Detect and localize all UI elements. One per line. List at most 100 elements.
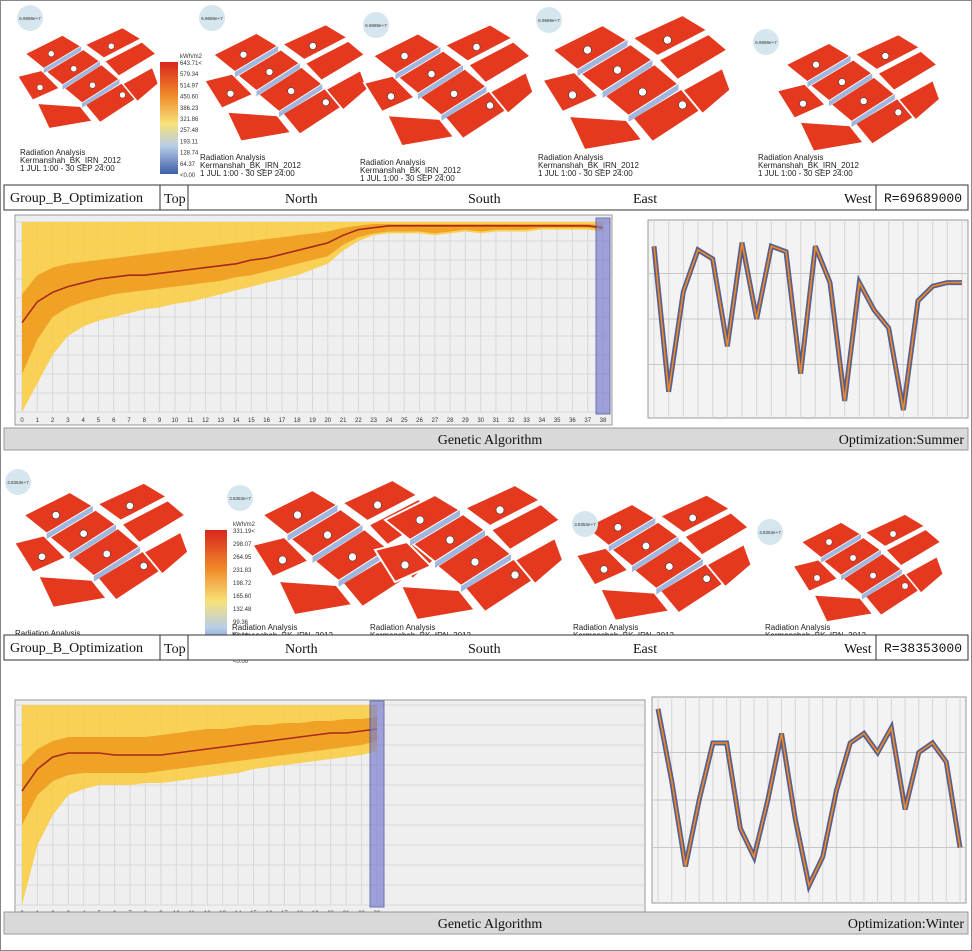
x-tick-label: 14 xyxy=(233,418,240,424)
render xyxy=(203,23,369,143)
x-tick-label: 24 xyxy=(386,418,393,424)
x-tick-label: 34 xyxy=(538,418,545,424)
render-caption: Kermanshah_BK_IRN_2012 xyxy=(758,161,860,170)
x-tick-label: 12 xyxy=(202,418,209,424)
result: R=69689000 xyxy=(884,191,962,206)
legend-label: 579.34 xyxy=(180,72,199,78)
x-tick-label: 32 xyxy=(508,418,515,424)
footer-bar xyxy=(3,427,969,451)
view-label: South xyxy=(468,642,501,657)
mean-line xyxy=(21,728,378,792)
legend-label: 193.11 xyxy=(180,139,199,145)
x-tick-label: 33 xyxy=(523,418,530,424)
render-caption: Radiation Analysis xyxy=(765,623,830,632)
result: R=38353000 xyxy=(884,641,962,656)
render xyxy=(16,26,160,130)
badge xyxy=(199,5,225,31)
x-tick-label: 27 xyxy=(431,418,438,424)
view-label: Top xyxy=(164,642,186,657)
view-label: West xyxy=(844,642,872,657)
render xyxy=(13,481,190,609)
render-caption: Kermanshah_BK_IRN_2012 xyxy=(538,161,640,170)
view-label: East xyxy=(633,642,657,657)
legend-label: 321.86 xyxy=(180,117,199,123)
render-caption: Radiation Analysis xyxy=(15,629,80,638)
x-tick-label: 22 xyxy=(355,418,362,424)
render-caption: Kermanshah_BK_IRN_2012 xyxy=(360,166,462,175)
group-name: Group_B_Optimization xyxy=(10,191,143,206)
x-tick-label: 2 xyxy=(51,418,55,424)
render xyxy=(541,13,732,152)
render xyxy=(775,33,942,153)
legend-label: 64.37 xyxy=(180,162,196,168)
render-caption: Radiation Analysis xyxy=(370,623,435,632)
current-generation xyxy=(369,700,385,908)
mode: Optimization:Summer xyxy=(839,433,965,448)
badge xyxy=(363,12,389,38)
x-tick-label: 25 xyxy=(401,418,408,424)
x-tick-label: 0 xyxy=(20,418,24,424)
legend-label: 386.23 xyxy=(180,106,199,112)
legend-unit: kWh/m2 xyxy=(233,522,256,528)
quartile-area xyxy=(22,717,377,825)
x-tick-label: 10 xyxy=(172,418,179,424)
badge xyxy=(227,485,253,511)
render-caption: Radiation Analysis xyxy=(200,153,265,162)
badge xyxy=(17,5,43,31)
mean-line xyxy=(21,225,604,324)
x-tick-label: 15 xyxy=(248,418,255,424)
best-solution xyxy=(657,708,961,888)
legend-label: 257.48 xyxy=(180,128,199,134)
badge xyxy=(753,29,779,55)
badge-text: 3.8353e+7 xyxy=(229,496,251,501)
x-tick-label: 17 xyxy=(279,418,286,424)
render xyxy=(373,483,565,622)
render-caption: 1 JUL 1:00 - 30 SEP 24:00 xyxy=(538,169,633,178)
best-solution xyxy=(653,242,962,411)
group-name: Group_B_Optimization xyxy=(10,641,143,656)
badge-text: 6.9689e+7 xyxy=(755,40,777,45)
badge-text: 6.9689e+7 xyxy=(19,16,41,21)
x-tick-label: 6 xyxy=(112,418,116,424)
view-bar xyxy=(3,184,969,211)
legend-label: 99.36 xyxy=(233,620,249,626)
x-tick-label: 18 xyxy=(294,418,301,424)
render-caption: Kermanshah_BK_IRN_2012 xyxy=(20,156,122,165)
legend-unit: kWh/m2 xyxy=(180,54,203,60)
legend-label: 643.71< xyxy=(180,61,202,67)
quartile-area xyxy=(22,223,603,374)
view-label: North xyxy=(285,642,318,657)
render-caption: 1 JUL 1:00 - 30 SEP 24:00 xyxy=(360,174,455,183)
render-caption: Radiation Analysis xyxy=(360,158,425,167)
view-bar xyxy=(3,634,969,661)
legend-label: 514.97 xyxy=(180,83,199,89)
x-tick-label: 37 xyxy=(584,418,591,424)
x-tick-label: 9 xyxy=(158,418,162,424)
view-label: East xyxy=(633,192,657,207)
badge-text: 6.9689e+7 xyxy=(201,16,223,21)
x-tick-label: 23 xyxy=(370,418,377,424)
x-tick-label: 28 xyxy=(447,418,454,424)
render-caption: Kermanshah_BK_IRN_2012 xyxy=(200,161,302,170)
render-caption: Radiation Analysis xyxy=(20,148,85,157)
x-tick-label: 21 xyxy=(340,418,347,424)
x-tick-label: 38 xyxy=(600,418,607,424)
x-tick-label: 11 xyxy=(187,418,194,424)
mode: Optimization:Winter xyxy=(848,917,964,932)
badge xyxy=(757,519,783,545)
footer-bar xyxy=(3,911,969,935)
badge-text: 6.9689e+7 xyxy=(538,18,560,23)
legend-label: 128.74 xyxy=(180,151,199,157)
view-label: West xyxy=(844,192,872,207)
view-label: North xyxy=(285,192,318,207)
render-caption: Radiation Analysis xyxy=(538,153,603,162)
legend-label: 198.72 xyxy=(233,581,252,587)
x-tick-label: 31 xyxy=(493,418,500,424)
legend-label: 231.83 xyxy=(233,568,252,574)
render xyxy=(575,493,753,622)
x-tick-label: 13 xyxy=(217,418,224,424)
x-tick-label: 1 xyxy=(36,418,40,424)
x-tick-label: 29 xyxy=(462,418,469,424)
x-tick-label: 19 xyxy=(309,418,316,424)
